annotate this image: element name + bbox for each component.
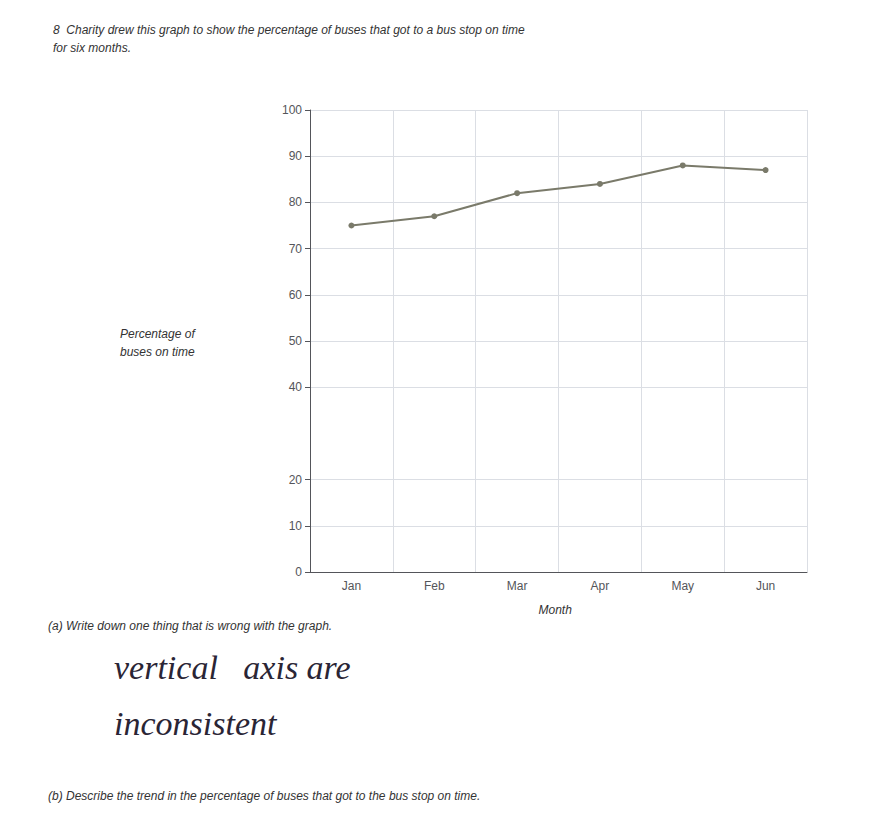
svg-text:20: 20 [289, 473, 303, 487]
svg-text:100: 100 [282, 103, 302, 117]
svg-text:Mar: Mar [507, 579, 528, 593]
svg-text:(b) Describe the trend in the: (b) Describe the trend in the percentage… [48, 789, 480, 803]
svg-text:Apr: Apr [591, 579, 610, 593]
svg-text:90: 90 [289, 149, 303, 163]
svg-text:Feb: Feb [424, 579, 445, 593]
svg-text:Month: Month [539, 603, 573, 617]
svg-text:50: 50 [289, 334, 303, 348]
svg-text:inconsistent: inconsistent [114, 705, 278, 742]
svg-text:80: 80 [289, 195, 303, 209]
svg-text:Jun: Jun [756, 579, 775, 593]
svg-text:Jan: Jan [342, 579, 361, 593]
svg-text:10: 10 [289, 519, 303, 533]
svg-text:for six months.: for six months. [53, 41, 131, 55]
svg-text:vertical axis are: vertical axis are [114, 649, 351, 686]
svg-text:buses on time: buses on time [120, 345, 195, 359]
svg-text:8 Charity drew this graph to: 8 Charity drew this graph to show the pe… [53, 23, 525, 37]
svg-text:60: 60 [289, 288, 303, 302]
svg-text:70: 70 [289, 242, 303, 256]
svg-text:Percentage of: Percentage of [120, 327, 196, 341]
svg-text:May: May [671, 579, 694, 593]
svg-text:40: 40 [289, 380, 303, 394]
svg-text:(a) Write down one thing that: (a) Write down one thing that is wrong w… [48, 619, 332, 633]
svg-text:0: 0 [295, 565, 302, 579]
